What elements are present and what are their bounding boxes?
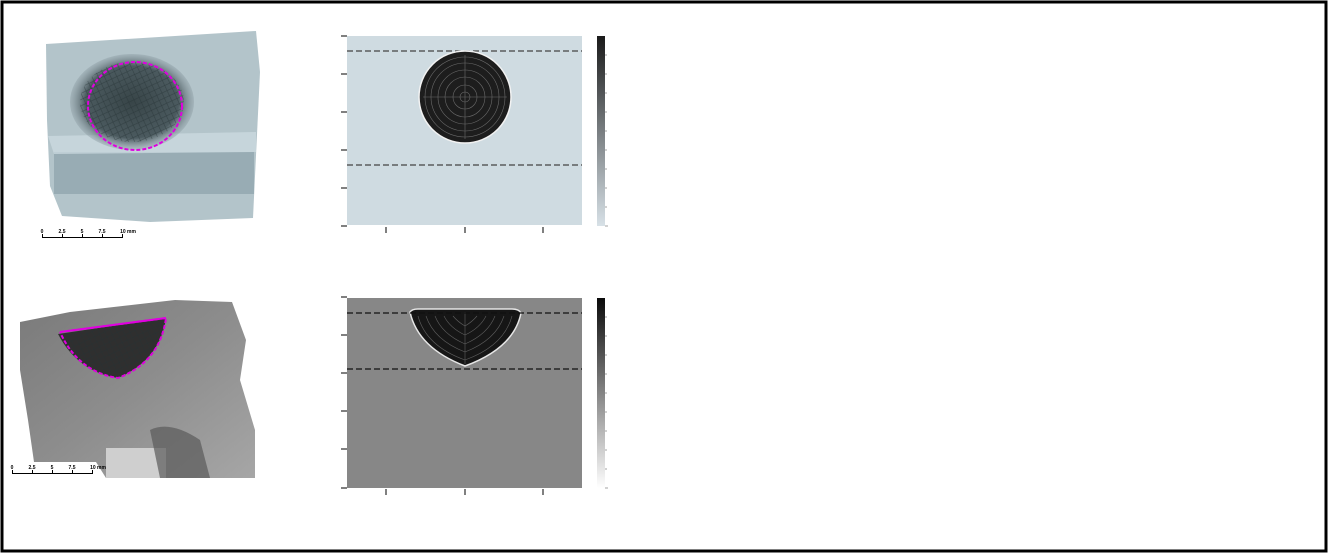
scale-tick [82,234,83,238]
model-panel-2 [341,296,608,495]
colorbar-ticks-2 [605,316,608,489]
scale-tick [32,470,33,474]
scale-label-7-5: 7.5 [68,465,76,471]
model-lesion-2 [409,308,522,367]
scale-label-0: 0 [40,229,44,235]
tissue-band-1 [54,152,254,194]
scale-bar-2: 0 2.5 5 7.5 10 mm [10,465,106,477]
model-panel-1 [341,35,608,233]
scale-label-0: 0 [10,465,14,471]
axes-1 [341,35,544,233]
scale-tick [12,470,13,474]
scale-tick [122,234,123,238]
colorbar-1 [597,36,605,226]
tissue-crack-2 [150,426,210,478]
contour-rings-2 [417,312,513,364]
scale-label-2-5: 2.5 [28,465,36,471]
scale-label-5: 5 [50,465,54,471]
lesion-mesh-2 [62,320,162,374]
photo-panel-1 [46,31,260,222]
scale-tick [52,470,53,474]
axes-2 [341,296,544,495]
colorbar-ticks-1 [605,54,608,227]
scale-tick [62,234,63,238]
contour-rings-1 [423,55,507,139]
lesion-outline-1 [87,61,183,151]
scale-label-5: 5 [80,229,84,235]
lesion-outline-top-2 [59,317,167,333]
scale-tick [42,234,43,238]
photo-panel-2 [20,300,255,478]
scale-label-2-5: 2.5 [58,229,66,235]
scale-bar-1: 0 2.5 5 7.5 10 mm [40,229,136,241]
scale-label-10mm: 10 mm [120,229,136,235]
lesion-mesh-1 [80,62,184,142]
colorbar-2 [597,298,605,488]
scale-label-7-5: 7.5 [98,229,106,235]
lesion-outline-2 [59,316,168,380]
scale-tick [72,470,73,474]
scale-label-10mm: 10 mm [90,465,106,471]
scale-tick [102,234,103,238]
scale-tick [92,470,93,474]
